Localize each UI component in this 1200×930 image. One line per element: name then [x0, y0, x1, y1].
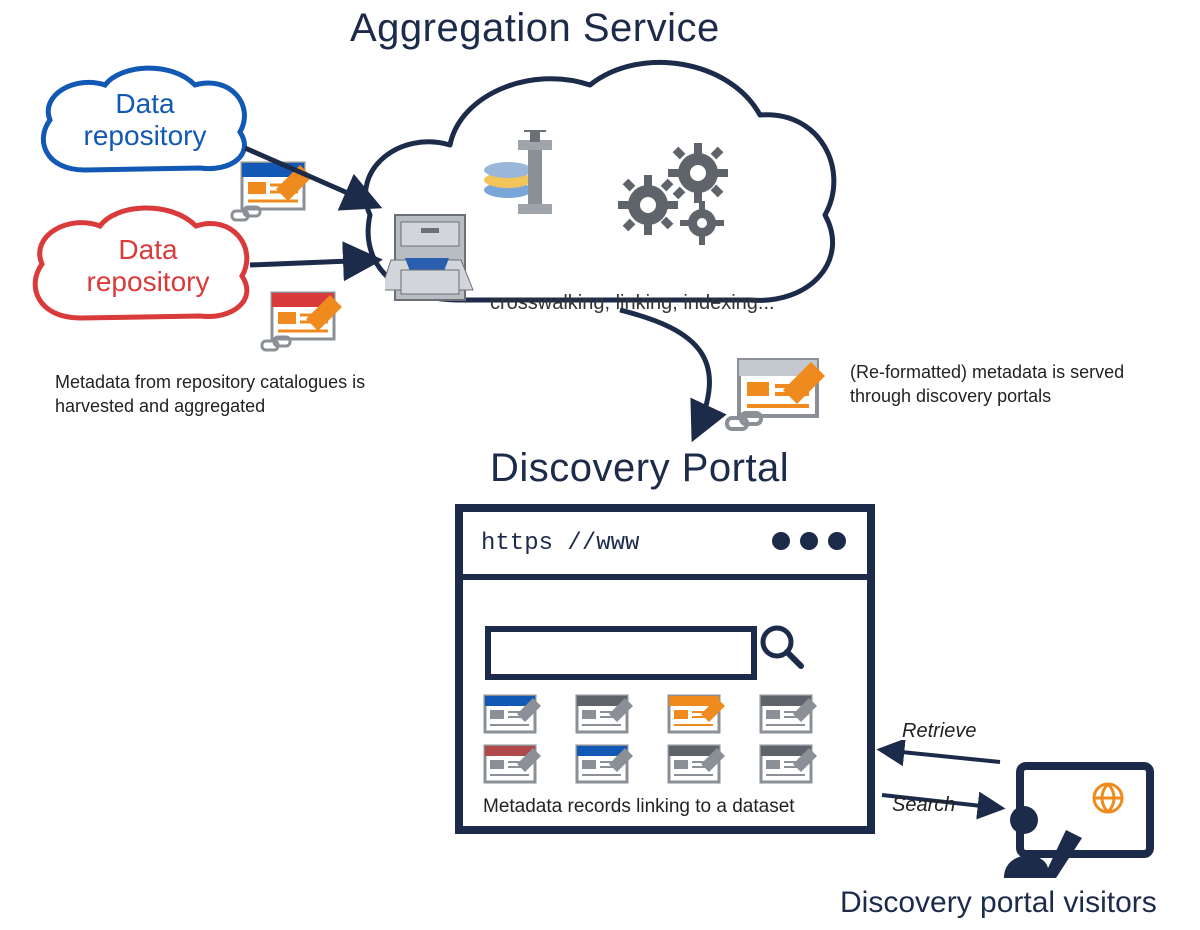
- aggregation-title: Aggregation Service: [350, 6, 720, 51]
- visitor-icon: [1000, 760, 1160, 880]
- record-card: [483, 694, 545, 738]
- browser-url: https //www: [481, 530, 639, 557]
- record-card: [667, 744, 729, 788]
- record-card: [667, 694, 729, 738]
- record-card: [575, 744, 637, 788]
- compress-icon: [480, 130, 580, 230]
- gears-icon: [610, 135, 740, 255]
- visitors-title: Discovery portal visitors: [840, 886, 1157, 920]
- browser-dots: [769, 531, 849, 556]
- search-label: Search: [892, 794, 955, 817]
- search-bar[interactable]: [485, 626, 757, 680]
- record-row-2: [483, 744, 821, 788]
- retrieve-label: Retrieve: [902, 720, 976, 743]
- record-card: [483, 744, 545, 788]
- serve-note: (Re-formatted) metadata is served throug…: [850, 360, 1160, 409]
- record-card: [575, 694, 637, 738]
- discovery-title: Discovery Portal: [490, 446, 789, 491]
- harvest-note: Metadata from repository catalogues is h…: [55, 370, 415, 419]
- record-card: [759, 744, 821, 788]
- repo-blue-label: Datarepository: [60, 88, 230, 152]
- metadata-card-gray: [725, 350, 835, 440]
- browser-window: https //www Metadata records linking to …: [455, 504, 875, 834]
- diagram-stage: Aggregation Service: [0, 0, 1200, 930]
- record-card: [759, 694, 821, 738]
- records-caption: Metadata records linking to a dataset: [483, 796, 795, 818]
- search-icon[interactable]: [757, 622, 807, 672]
- repo-arrows: [240, 130, 400, 310]
- record-row-1: [483, 694, 821, 738]
- repo-red-label: Datarepository: [58, 234, 238, 298]
